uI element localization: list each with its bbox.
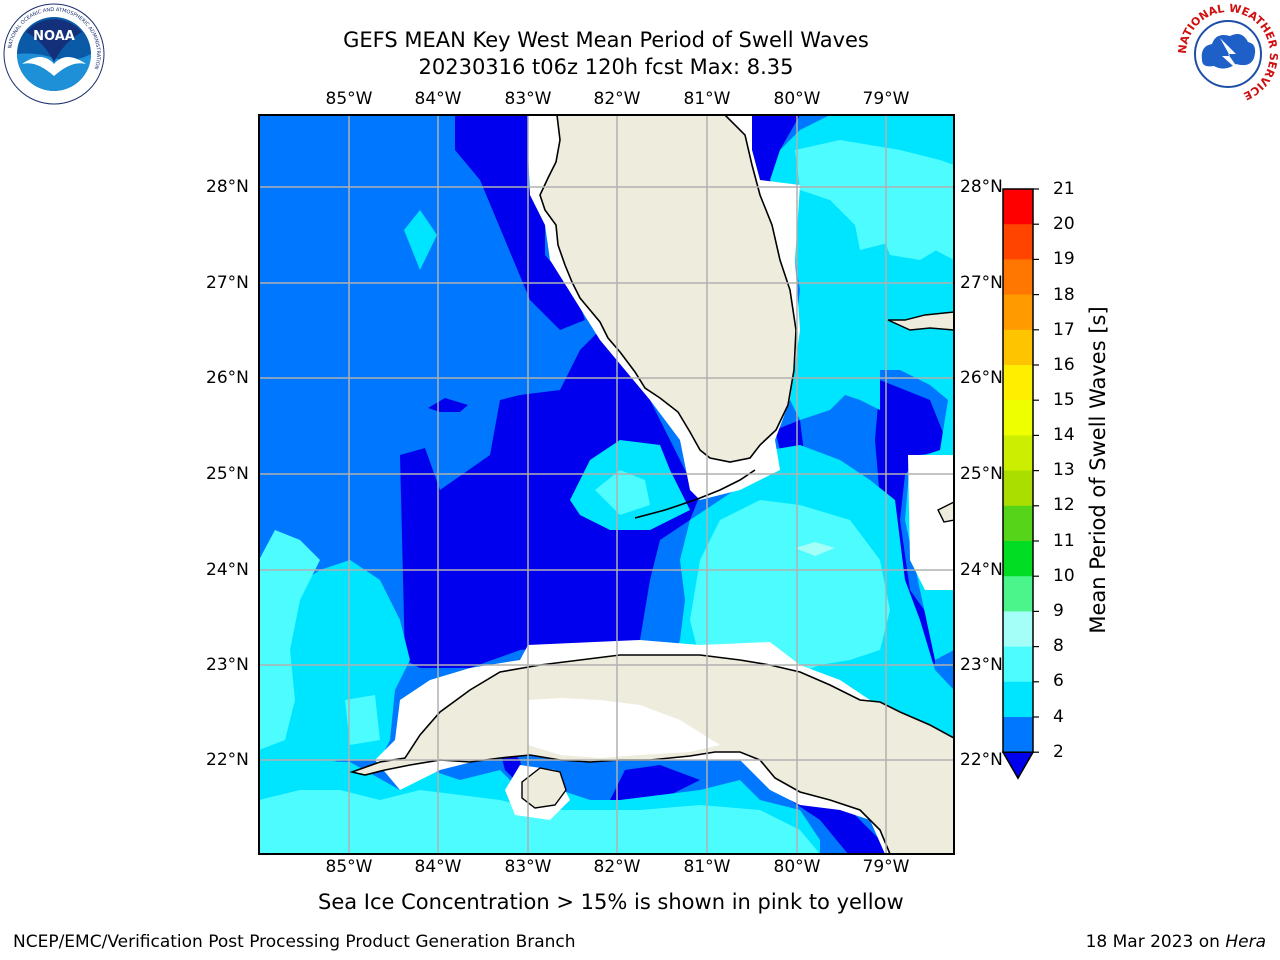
lat-label-left: 27°N: [206, 273, 249, 293]
colorbar-segment: [1003, 294, 1033, 331]
lon-label-top: 79°W: [862, 89, 910, 109]
colorbar-tick: 8: [1053, 636, 1064, 656]
colorbar-tick: 15: [1053, 390, 1075, 410]
colorbar: [1001, 188, 1039, 780]
lat-label-left: 28°N: [206, 177, 249, 197]
colorbar-under-arrow: [1001, 751, 1035, 780]
colorbar-segment: [1003, 189, 1033, 225]
colorbar-segment: [1003, 541, 1033, 577]
lon-label-bottom: 81°W: [683, 857, 731, 877]
field-4-6: [404, 210, 437, 270]
lon-label-top: 84°W: [414, 89, 462, 109]
field-6-8: [259, 530, 320, 750]
colorbar-tick: 13: [1053, 460, 1075, 480]
field-6-8: [795, 140, 954, 260]
field-under-2: [610, 765, 700, 800]
field-6-8: [345, 695, 380, 745]
lon-label-bottom: 82°W: [593, 857, 641, 877]
field-under-2: [752, 115, 800, 185]
noaa-logo-text: NOAA: [33, 29, 75, 44]
florida-keys: [634, 469, 756, 519]
lon-label-top: 82°W: [593, 89, 641, 109]
footer-date-text: 18 Mar 2023 on: [1085, 932, 1220, 952]
colorbar-tick: 16: [1053, 355, 1075, 375]
footer-host: Hera: [1225, 932, 1266, 952]
cuba-interior-mask: [528, 698, 720, 758]
lon-label-top: 80°W: [773, 89, 821, 109]
colorbar-segment: [1003, 365, 1033, 401]
lat-label-left: 22°N: [206, 750, 249, 770]
colorbar-segment: [1003, 681, 1033, 718]
lon-label-top: 83°W: [504, 89, 552, 109]
field-6-8: [690, 500, 890, 680]
land-bahamas: [937, 501, 954, 523]
colorbar-segment: [1003, 259, 1033, 296]
colorbar-tick: 11: [1053, 531, 1075, 551]
colorbar-segment: [1003, 329, 1033, 366]
sea-ice-note: Sea Ice Concentration > 15% is shown in …: [318, 890, 904, 914]
land-bahamas: [887, 311, 954, 331]
land-florida: [539, 115, 797, 463]
colorbar-tick: 6: [1053, 671, 1064, 691]
chart-subtitle: 20230316 t06z 120h fcst Max: 8.35: [418, 55, 794, 79]
colorbar-tick: 21: [1053, 179, 1075, 199]
colorbar-segment: [1003, 470, 1033, 507]
lat-label-left: 24°N: [206, 560, 249, 580]
colorbar-segment: [1003, 717, 1033, 753]
lon-label-bottom: 85°W: [325, 857, 373, 877]
lon-label-bottom: 79°W: [862, 857, 910, 877]
noaa-logo: NATIONAL OCEANIC AND ATMOSPHERIC ADMINIS…: [3, 3, 105, 105]
colorbar-segment: [1003, 646, 1033, 683]
colorbar-tick: 12: [1053, 495, 1075, 515]
colorbar-label: Mean Period of Swell Waves [s]: [1086, 306, 1110, 634]
colorbar-tick: 14: [1053, 425, 1075, 445]
lat-label-left: 25°N: [206, 464, 249, 484]
field-under-2: [400, 330, 700, 668]
colorbar-segment: [1003, 224, 1033, 260]
land-cuba: [349, 654, 954, 854]
lon-label-top: 85°W: [325, 89, 373, 109]
colorbar-segment: [1003, 400, 1033, 436]
colorbar-tick: 9: [1053, 601, 1064, 621]
colorbar-segment: [1003, 505, 1033, 542]
colorbar-tick: 2: [1053, 742, 1064, 762]
lat-label-right: 25°N: [960, 464, 1003, 484]
footer-credit: NCEP/EMC/Verification Post Processing Pr…: [13, 932, 576, 952]
missing-data: [908, 455, 954, 590]
lat-label-left: 26°N: [206, 368, 249, 388]
colorbar-segment: [1003, 576, 1033, 612]
map-gridlines: [259, 115, 954, 854]
lat-label-right: 22°N: [960, 750, 1003, 770]
field-8-9: [795, 542, 835, 556]
colorbar-tick: 20: [1053, 214, 1075, 234]
colorbar-tick: 18: [1053, 285, 1075, 305]
lon-label-bottom: 80°W: [773, 857, 821, 877]
nws-logo: NATIONAL WEATHER SERVICE: [1176, 2, 1280, 104]
map-frame: [258, 114, 955, 855]
lat-label-right: 26°N: [960, 368, 1003, 388]
land-isle-of-youth: [521, 767, 567, 809]
colorbar-tick: 17: [1053, 320, 1075, 340]
lon-label-bottom: 84°W: [414, 857, 462, 877]
field-6-8: [880, 230, 945, 260]
colorbar-segment: [1003, 435, 1033, 472]
lat-label-left: 23°N: [206, 655, 249, 675]
lat-label-right: 24°N: [960, 560, 1003, 580]
footer-date: 18 Mar 2023 on Hera: [1086, 932, 1266, 952]
lat-label-right: 23°N: [960, 655, 1003, 675]
chart-title: GEFS MEAN Key West Mean Period of Swell …: [343, 28, 869, 52]
lat-label-right: 28°N: [960, 177, 1003, 197]
lat-label-right: 27°N: [960, 273, 1003, 293]
field-6-8: [595, 470, 650, 515]
lon-label-bottom: 83°W: [504, 857, 552, 877]
colorbar-tick: 4: [1053, 707, 1064, 727]
colorbar-tick: 19: [1053, 249, 1075, 269]
colorbar-tick: 10: [1053, 566, 1075, 586]
field-under-2: [455, 115, 585, 330]
field-6-8: [259, 790, 820, 854]
lon-label-top: 81°W: [683, 89, 731, 109]
colorbar-segment: [1003, 611, 1033, 648]
